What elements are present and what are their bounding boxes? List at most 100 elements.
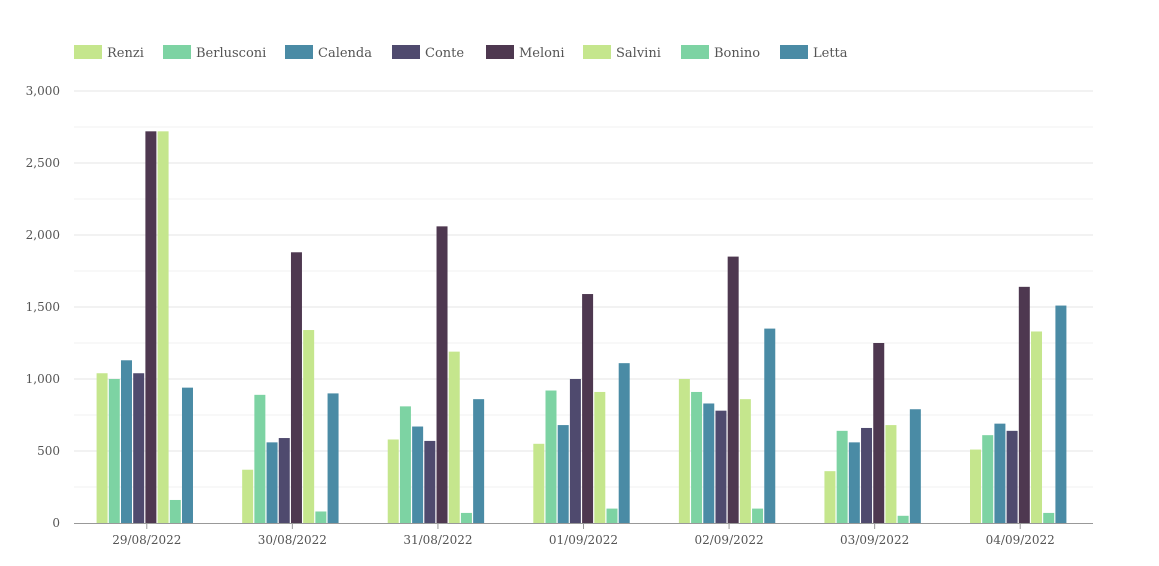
- bar-meloni-1[interactable]: [290, 252, 302, 523]
- legend-label: Meloni: [519, 46, 565, 61]
- bar-salvini-5[interactable]: [885, 425, 897, 523]
- legend-swatch: [681, 45, 709, 59]
- bar-renzi-1[interactable]: [242, 469, 254, 523]
- legend-label: Salvini: [616, 46, 661, 61]
- bar-berlusconi-1[interactable]: [254, 394, 266, 523]
- x-axis: 29/08/2022 30/08/2022 31/08/2022 01/09/2022…: [74, 523, 1093, 547]
- y-tick-label: 2,500: [26, 156, 60, 170]
- bar-salvini-1[interactable]: [303, 330, 315, 523]
- legend-swatch: [486, 45, 514, 59]
- bar-meloni-6[interactable]: [1018, 286, 1030, 523]
- legend-item-salvini[interactable]: Salvini: [583, 45, 661, 61]
- legend-label: Bonino: [714, 46, 760, 61]
- bar-renzi-2[interactable]: [387, 439, 399, 523]
- x-tick-label: 29/08/2022: [112, 533, 181, 547]
- bar-berlusconi-5[interactable]: [836, 430, 848, 523]
- bar-meloni-3[interactable]: [582, 294, 594, 523]
- bar-bonino-1[interactable]: [315, 511, 327, 523]
- bar-berlusconi-3[interactable]: [545, 390, 557, 523]
- bar-bonino-6[interactable]: [1043, 512, 1055, 523]
- legend-label: Conte: [425, 46, 464, 61]
- bar-conte-0[interactable]: [133, 373, 145, 523]
- bar-berlusconi-2[interactable]: [399, 406, 411, 523]
- bar-letta-4[interactable]: [764, 328, 776, 523]
- legend-swatch: [163, 45, 191, 59]
- bar-meloni-5[interactable]: [873, 343, 885, 523]
- x-tick-label: 31/08/2022: [403, 533, 472, 547]
- legend-item-calenda[interactable]: Calenda: [285, 45, 372, 61]
- legend-item-conte[interactable]: Conte: [392, 45, 464, 61]
- bar-salvini-3[interactable]: [594, 391, 606, 523]
- bar-berlusconi-0[interactable]: [108, 379, 120, 523]
- legend-item-bonino[interactable]: Bonino: [681, 45, 760, 61]
- bar-calenda-6[interactable]: [994, 423, 1006, 523]
- x-tick-label: 01/09/2022: [549, 533, 618, 547]
- bar-letta-5[interactable]: [909, 409, 921, 523]
- bar-letta-0[interactable]: [181, 387, 193, 523]
- bar-renzi-4[interactable]: [678, 379, 690, 523]
- y-tick-label: 1,000: [26, 372, 60, 386]
- bar-letta-2[interactable]: [473, 399, 485, 523]
- bar-calenda-1[interactable]: [266, 442, 278, 523]
- bar-calenda-5[interactable]: [848, 442, 860, 523]
- bar-conte-5[interactable]: [861, 427, 873, 523]
- bar-calenda-3[interactable]: [557, 425, 569, 523]
- legend-label: Berlusconi: [196, 46, 266, 61]
- bar-renzi-5[interactable]: [824, 471, 836, 523]
- bar-conte-2[interactable]: [424, 440, 436, 523]
- legend-item-letta[interactable]: Letta: [780, 45, 848, 61]
- legend: Renzi Berlusconi Calenda Conte Meloni Salvini…: [74, 45, 848, 61]
- legend-swatch: [583, 45, 611, 59]
- bar-meloni-2[interactable]: [436, 226, 448, 524]
- bar-salvini-0[interactable]: [157, 131, 169, 523]
- legend-swatch: [392, 45, 420, 59]
- legend-item-renzi[interactable]: Renzi: [74, 45, 144, 61]
- legend-swatch: [285, 45, 313, 59]
- legend-item-berlusconi[interactable]: Berlusconi: [163, 45, 266, 61]
- bar-renzi-0[interactable]: [96, 373, 108, 523]
- legend-label: Letta: [813, 46, 848, 61]
- bar-calenda-2[interactable]: [412, 426, 424, 523]
- legend-label: Calenda: [318, 46, 372, 61]
- bar-berlusconi-6[interactable]: [982, 435, 994, 523]
- bar-salvini-2[interactable]: [448, 351, 460, 523]
- legend-swatch: [74, 45, 102, 59]
- bar-conte-4[interactable]: [715, 410, 727, 523]
- y-tick-label: 2,000: [26, 228, 60, 242]
- bar-renzi-6[interactable]: [970, 449, 982, 523]
- y-tick-label: 1,500: [26, 300, 60, 314]
- bar-conte-3[interactable]: [569, 379, 581, 523]
- bar-bonino-5[interactable]: [897, 515, 909, 523]
- bar-salvini-4[interactable]: [739, 399, 751, 523]
- x-tick-label: 02/09/2022: [694, 533, 763, 547]
- legend-swatch: [780, 45, 808, 59]
- bar-letta-3[interactable]: [618, 363, 630, 523]
- bar-renzi-3[interactable]: [533, 443, 545, 523]
- y-axis: 0 500 1,000 1,500 2,000 2,500 3,000: [26, 84, 60, 530]
- y-tick-label: 0: [52, 516, 60, 530]
- bar-letta-1[interactable]: [327, 393, 339, 523]
- bar-conte-6[interactable]: [1006, 430, 1018, 523]
- bar-berlusconi-4[interactable]: [691, 391, 703, 523]
- bar-meloni-4[interactable]: [727, 256, 739, 523]
- x-tick-label: 03/09/2022: [840, 533, 909, 547]
- x-tick-label: 04/09/2022: [986, 533, 1055, 547]
- bar-meloni-0[interactable]: [145, 131, 157, 523]
- bar-letta-6[interactable]: [1055, 305, 1067, 523]
- legend-label: Renzi: [107, 46, 144, 61]
- bar-bonino-0[interactable]: [169, 499, 181, 523]
- bars: [96, 131, 1067, 524]
- y-tick-label: 3,000: [26, 84, 60, 98]
- y-tick-label: 500: [37, 444, 60, 458]
- x-tick-label: 30/08/2022: [258, 533, 327, 547]
- bar-salvini-6[interactable]: [1031, 331, 1043, 523]
- bar-bonino-4[interactable]: [752, 508, 764, 523]
- bar-conte-1[interactable]: [278, 438, 290, 523]
- bar-bonino-2[interactable]: [460, 512, 472, 523]
- legend-item-meloni[interactable]: Meloni: [486, 45, 565, 61]
- bar-calenda-4[interactable]: [703, 403, 715, 523]
- bar-bonino-3[interactable]: [606, 508, 618, 523]
- bar-calenda-0[interactable]: [120, 360, 132, 523]
